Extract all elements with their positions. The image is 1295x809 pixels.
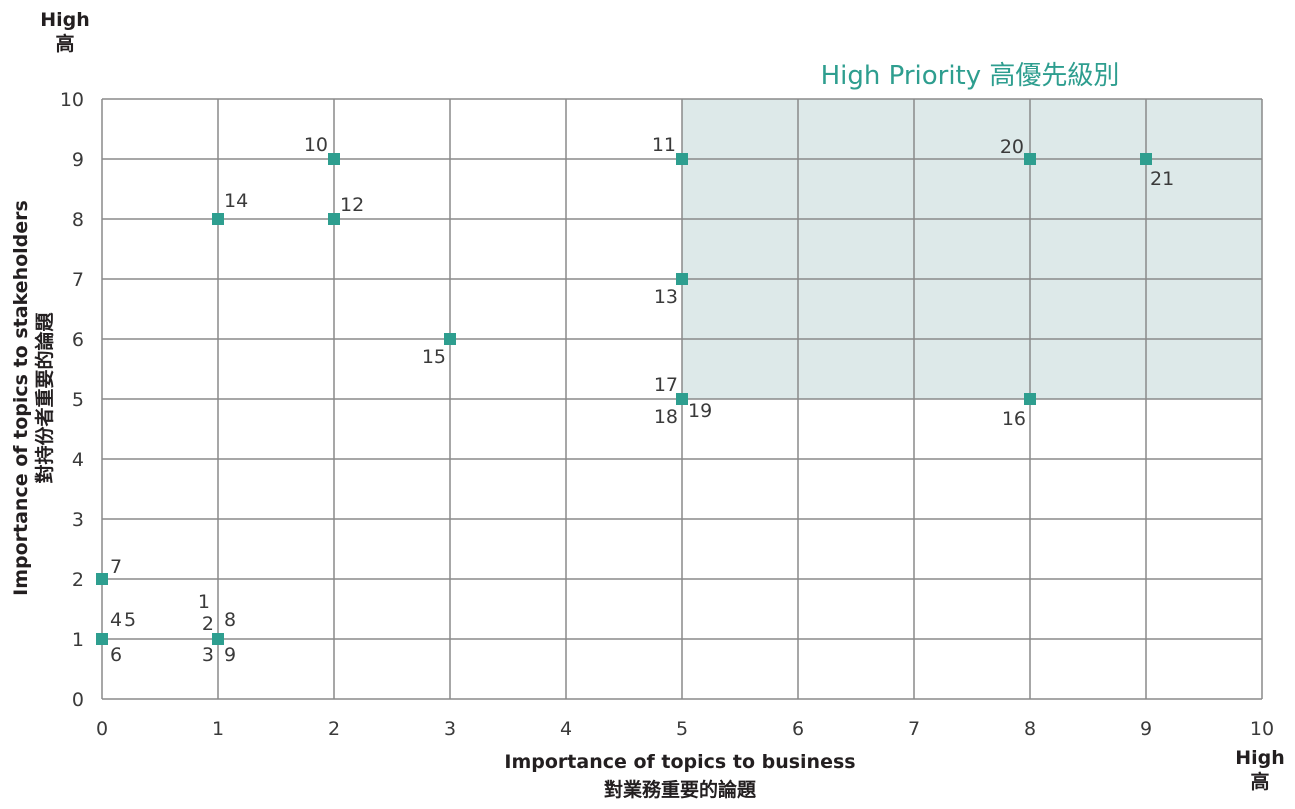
data-point bbox=[328, 213, 340, 225]
point-label: 8 bbox=[224, 609, 236, 631]
y-axis-high-label: High 高 bbox=[40, 8, 90, 56]
y-tick-label: 7 bbox=[72, 269, 84, 291]
x-tick-label: 5 bbox=[676, 718, 688, 740]
point-label: 19 bbox=[688, 400, 712, 422]
x-tick-labels: 0 1 2 3 4 5 6 7 8 9 10 bbox=[96, 718, 1274, 740]
x-tick-label: 10 bbox=[1250, 718, 1274, 740]
y-tick-label: 8 bbox=[72, 209, 84, 231]
y-tick-label: 3 bbox=[72, 509, 84, 531]
y-axis-high-zh: 高 bbox=[55, 33, 75, 55]
point-label: 20 bbox=[1000, 136, 1024, 158]
data-point bbox=[1024, 393, 1036, 405]
x-axis-title-zh: 對業務重要的論題 bbox=[603, 779, 756, 801]
point-label: 3 bbox=[202, 644, 214, 666]
data-markers bbox=[96, 153, 1152, 645]
data-point bbox=[444, 333, 456, 345]
point-label: 14 bbox=[224, 190, 248, 212]
point-label: 13 bbox=[654, 286, 678, 308]
point-label: 6 bbox=[110, 644, 122, 666]
x-axis-high-label: High 高 bbox=[1232, 746, 1288, 794]
point-label: 17 bbox=[654, 374, 678, 396]
y-tick-label: 9 bbox=[72, 149, 84, 171]
point-label: 10 bbox=[304, 134, 328, 156]
point-label: 12 bbox=[340, 194, 364, 216]
x-axis-high-en: High bbox=[1235, 747, 1285, 769]
grid-lines bbox=[101, 98, 1263, 700]
x-tick-label: 1 bbox=[212, 718, 224, 740]
point-label: 11 bbox=[652, 134, 676, 156]
data-point bbox=[676, 393, 688, 405]
x-axis-title-en: Importance of topics to business bbox=[504, 751, 856, 773]
data-point bbox=[96, 573, 108, 585]
x-tick-label: 3 bbox=[444, 718, 456, 740]
data-point bbox=[1024, 153, 1036, 165]
y-tick-label: 4 bbox=[72, 449, 84, 471]
x-tick-label: 6 bbox=[792, 718, 804, 740]
point-label: 9 bbox=[224, 644, 236, 666]
point-label: 5 bbox=[124, 609, 136, 631]
point-label: 21 bbox=[1150, 168, 1174, 190]
point-label: 18 bbox=[654, 406, 678, 428]
data-point bbox=[676, 273, 688, 285]
high-priority-region bbox=[682, 99, 1262, 399]
x-tick-label: 2 bbox=[328, 718, 340, 740]
x-tick-label: 7 bbox=[908, 718, 920, 740]
y-tick-labels: 0 1 2 3 4 5 6 7 8 9 10 bbox=[60, 89, 84, 711]
y-tick-label: 5 bbox=[72, 389, 84, 411]
data-point bbox=[212, 633, 224, 645]
point-label: 15 bbox=[422, 346, 446, 368]
point-label: 4 bbox=[110, 609, 122, 631]
high-priority-label: High Priority 高優先級別 bbox=[821, 61, 1120, 91]
data-point bbox=[676, 153, 688, 165]
y-tick-label: 0 bbox=[72, 689, 84, 711]
data-point bbox=[1140, 153, 1152, 165]
data-point bbox=[96, 633, 108, 645]
y-tick-label: 2 bbox=[72, 569, 84, 591]
data-point bbox=[212, 213, 224, 225]
point-label: 16 bbox=[1002, 408, 1026, 430]
x-tick-label: 0 bbox=[96, 718, 108, 740]
y-tick-label: 6 bbox=[72, 329, 84, 351]
x-axis-title: Importance of topics to business 對業務重要的論… bbox=[430, 748, 930, 804]
y-tick-label: 1 bbox=[72, 629, 84, 651]
y-axis-high-en: High bbox=[40, 9, 90, 31]
x-tick-label: 9 bbox=[1140, 718, 1152, 740]
x-axis-high-zh: 高 bbox=[1250, 771, 1270, 793]
x-tick-label: 4 bbox=[560, 718, 572, 740]
data-point bbox=[328, 153, 340, 165]
point-label: 2 bbox=[202, 613, 214, 635]
point-label: 7 bbox=[110, 556, 122, 578]
point-label: 1 bbox=[198, 591, 210, 613]
y-tick-label: 10 bbox=[60, 89, 84, 111]
x-tick-label: 8 bbox=[1024, 718, 1036, 740]
